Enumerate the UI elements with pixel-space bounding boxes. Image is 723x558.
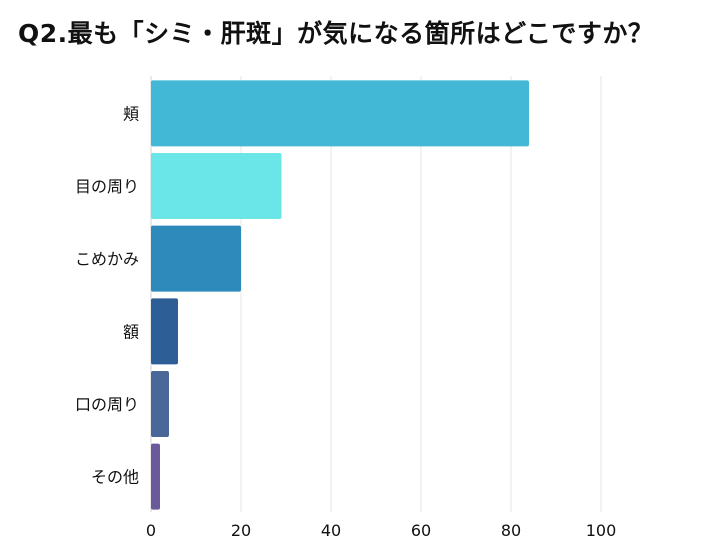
bar-5 — [151, 443, 160, 510]
x-tick-label: 40 — [321, 521, 341, 540]
x-tick-label: 80 — [501, 521, 521, 540]
bar-4 — [151, 371, 169, 437]
category-label: こめかみ — [75, 250, 139, 269]
bar-2 — [151, 225, 241, 292]
category-label: 目の周り — [75, 177, 139, 196]
x-tick-labels: 0 20 40 60 80 100 — [146, 521, 616, 540]
chart-title: Q2.最も「シミ・肝斑」が気になる箇所はどこですか？ — [18, 19, 654, 48]
bar-3 — [151, 298, 178, 365]
category-label: 頬 — [123, 104, 139, 123]
x-tick-label: 100 — [586, 521, 617, 540]
category-label: 口の周り — [75, 395, 139, 414]
category-label: その他 — [91, 468, 139, 487]
grid-lines — [150, 76, 602, 512]
bar-0 — [151, 80, 529, 147]
category-label: 額 — [123, 322, 139, 341]
bar-1 — [151, 153, 282, 219]
bars — [151, 80, 529, 510]
x-tick-label: 60 — [411, 521, 431, 540]
x-tick-label: 0 — [146, 521, 156, 540]
x-tick-label: 20 — [231, 521, 251, 540]
